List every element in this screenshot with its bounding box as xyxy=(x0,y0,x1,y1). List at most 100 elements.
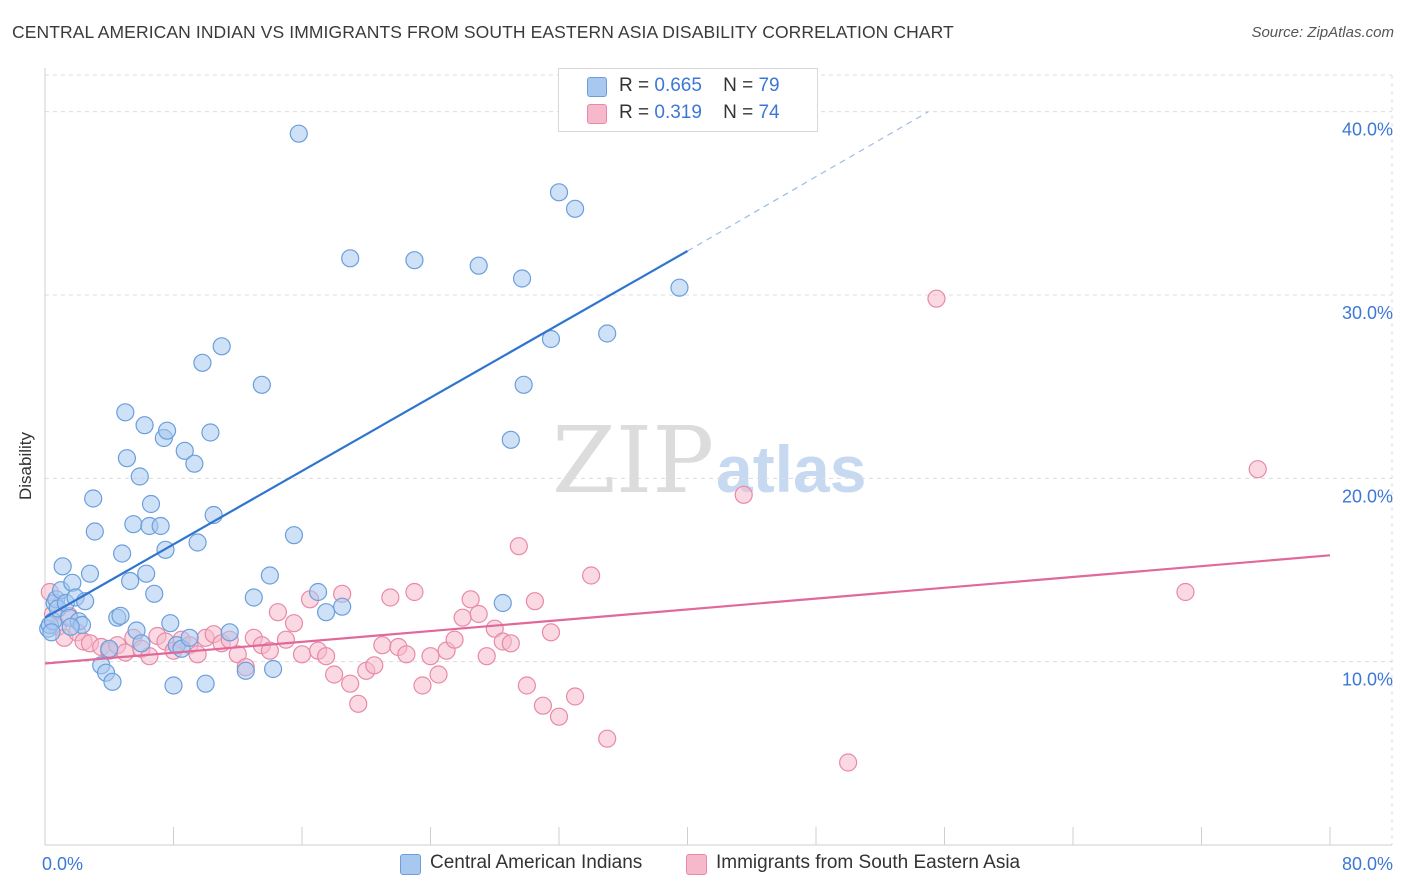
n-value-pink: 74 xyxy=(758,102,780,123)
y-tick-label: 20.0% xyxy=(1342,486,1393,506)
pink-point xyxy=(413,676,432,695)
r-label: R = xyxy=(619,75,650,96)
blue-point xyxy=(512,269,532,288)
pink-point xyxy=(260,641,279,660)
pink-point xyxy=(509,537,528,556)
pink-point xyxy=(839,753,858,772)
blue-point xyxy=(61,617,80,636)
blue-point xyxy=(130,467,149,486)
pink-point xyxy=(461,590,480,609)
blue-point xyxy=(157,421,177,440)
r-value-pink: 0.319 xyxy=(654,102,702,123)
pink-point xyxy=(541,623,561,642)
blue-point xyxy=(541,329,561,349)
pink-point xyxy=(517,676,536,695)
blue-point xyxy=(341,249,360,268)
pink-point xyxy=(549,707,569,726)
x-tick-label-max: 80.0% xyxy=(1342,854,1393,874)
blue-point xyxy=(164,676,183,695)
blue-point xyxy=(501,430,520,449)
legend-label-pink: Immigrants from South Eastern Asia xyxy=(716,852,1021,873)
pink-point xyxy=(405,582,424,602)
blue-point xyxy=(132,634,151,653)
pink-point xyxy=(292,645,312,664)
pink-point xyxy=(228,645,247,664)
blue-point xyxy=(201,423,220,442)
blue-point xyxy=(42,623,61,642)
n-label: N = xyxy=(723,102,754,123)
stats-legend: R = 0.665 N = 79 R = 0.319 N = 74 xyxy=(558,68,818,132)
pink-point xyxy=(453,608,472,627)
blue-point xyxy=(103,672,122,691)
blue-point xyxy=(100,639,119,658)
y-axis-label: Disability xyxy=(16,431,35,500)
blue-point xyxy=(117,449,137,468)
source-credit: Source: ZipAtlas.com xyxy=(1251,24,1394,41)
blue-point xyxy=(598,324,617,343)
blue-point xyxy=(316,603,336,622)
stats-text-pink: R = 0.319 N = 74 xyxy=(619,102,780,124)
pink-point xyxy=(469,604,488,624)
pink-point xyxy=(381,588,400,607)
blue-point xyxy=(145,584,164,603)
blue-point xyxy=(137,564,156,583)
y-tick-labels: 10.0% 20.0% 30.0% 40.0% xyxy=(1342,120,1393,690)
pink-point xyxy=(341,674,360,693)
blue-point xyxy=(111,606,130,625)
stats-text-blue: R = 0.665 N = 79 xyxy=(619,75,780,97)
pink-point xyxy=(349,694,368,713)
axes xyxy=(44,68,1392,846)
legend-label-blue: Central American Indians xyxy=(430,852,643,873)
blue-point xyxy=(284,526,304,545)
blue-legend-swatch xyxy=(400,854,421,875)
blue-point xyxy=(289,124,308,143)
chart-title: CENTRAL AMERICAN INDIAN VS IMMIGRANTS FR… xyxy=(12,22,954,42)
blue-point xyxy=(185,454,204,473)
blue-point xyxy=(469,256,488,275)
pink-point xyxy=(268,603,288,622)
blue-point xyxy=(80,564,100,583)
pink-point xyxy=(188,645,207,664)
pink-point xyxy=(477,647,496,666)
blue-point xyxy=(84,489,103,508)
pink-point xyxy=(598,729,617,748)
blue-point xyxy=(493,593,512,613)
blue-point xyxy=(180,628,199,647)
n-value-blue: 79 xyxy=(758,75,780,96)
pink-point xyxy=(525,592,545,611)
blue-point xyxy=(193,353,212,372)
pink-point xyxy=(365,656,384,675)
blue-point xyxy=(161,614,180,633)
pink-point xyxy=(565,687,585,706)
blue-point xyxy=(63,573,82,592)
x-tick-label-min: 0.0% xyxy=(42,854,83,874)
pink-point xyxy=(373,636,392,655)
blue-point xyxy=(244,588,263,607)
pink-point xyxy=(582,566,601,585)
blue-point xyxy=(565,199,585,218)
pink-point xyxy=(734,485,753,504)
pink-point xyxy=(284,614,304,633)
pink-point xyxy=(316,647,336,666)
blue-trend-line xyxy=(44,250,689,619)
blue-point xyxy=(308,582,328,602)
x-tick-labels: 0.0% 80.0% xyxy=(42,854,1393,874)
pink-point xyxy=(429,665,448,684)
blue-point xyxy=(220,623,239,642)
pink-point xyxy=(325,665,344,684)
pink-swatch xyxy=(587,104,607,124)
pink-point xyxy=(1176,582,1195,602)
pink-trend-line xyxy=(44,554,1331,665)
blue-point xyxy=(175,441,194,460)
blue-point xyxy=(236,661,255,680)
pink-series-points xyxy=(40,289,1267,772)
blue-point xyxy=(53,557,72,576)
n-label: N = xyxy=(723,75,754,96)
pink-point xyxy=(276,630,296,649)
blue-point xyxy=(121,571,140,591)
watermark: ZIP atlas xyxy=(552,407,866,514)
pink-point xyxy=(501,634,520,653)
blue-point xyxy=(124,515,143,534)
watermark-zip: ZIP xyxy=(552,407,714,514)
pink-point xyxy=(1248,460,1267,479)
